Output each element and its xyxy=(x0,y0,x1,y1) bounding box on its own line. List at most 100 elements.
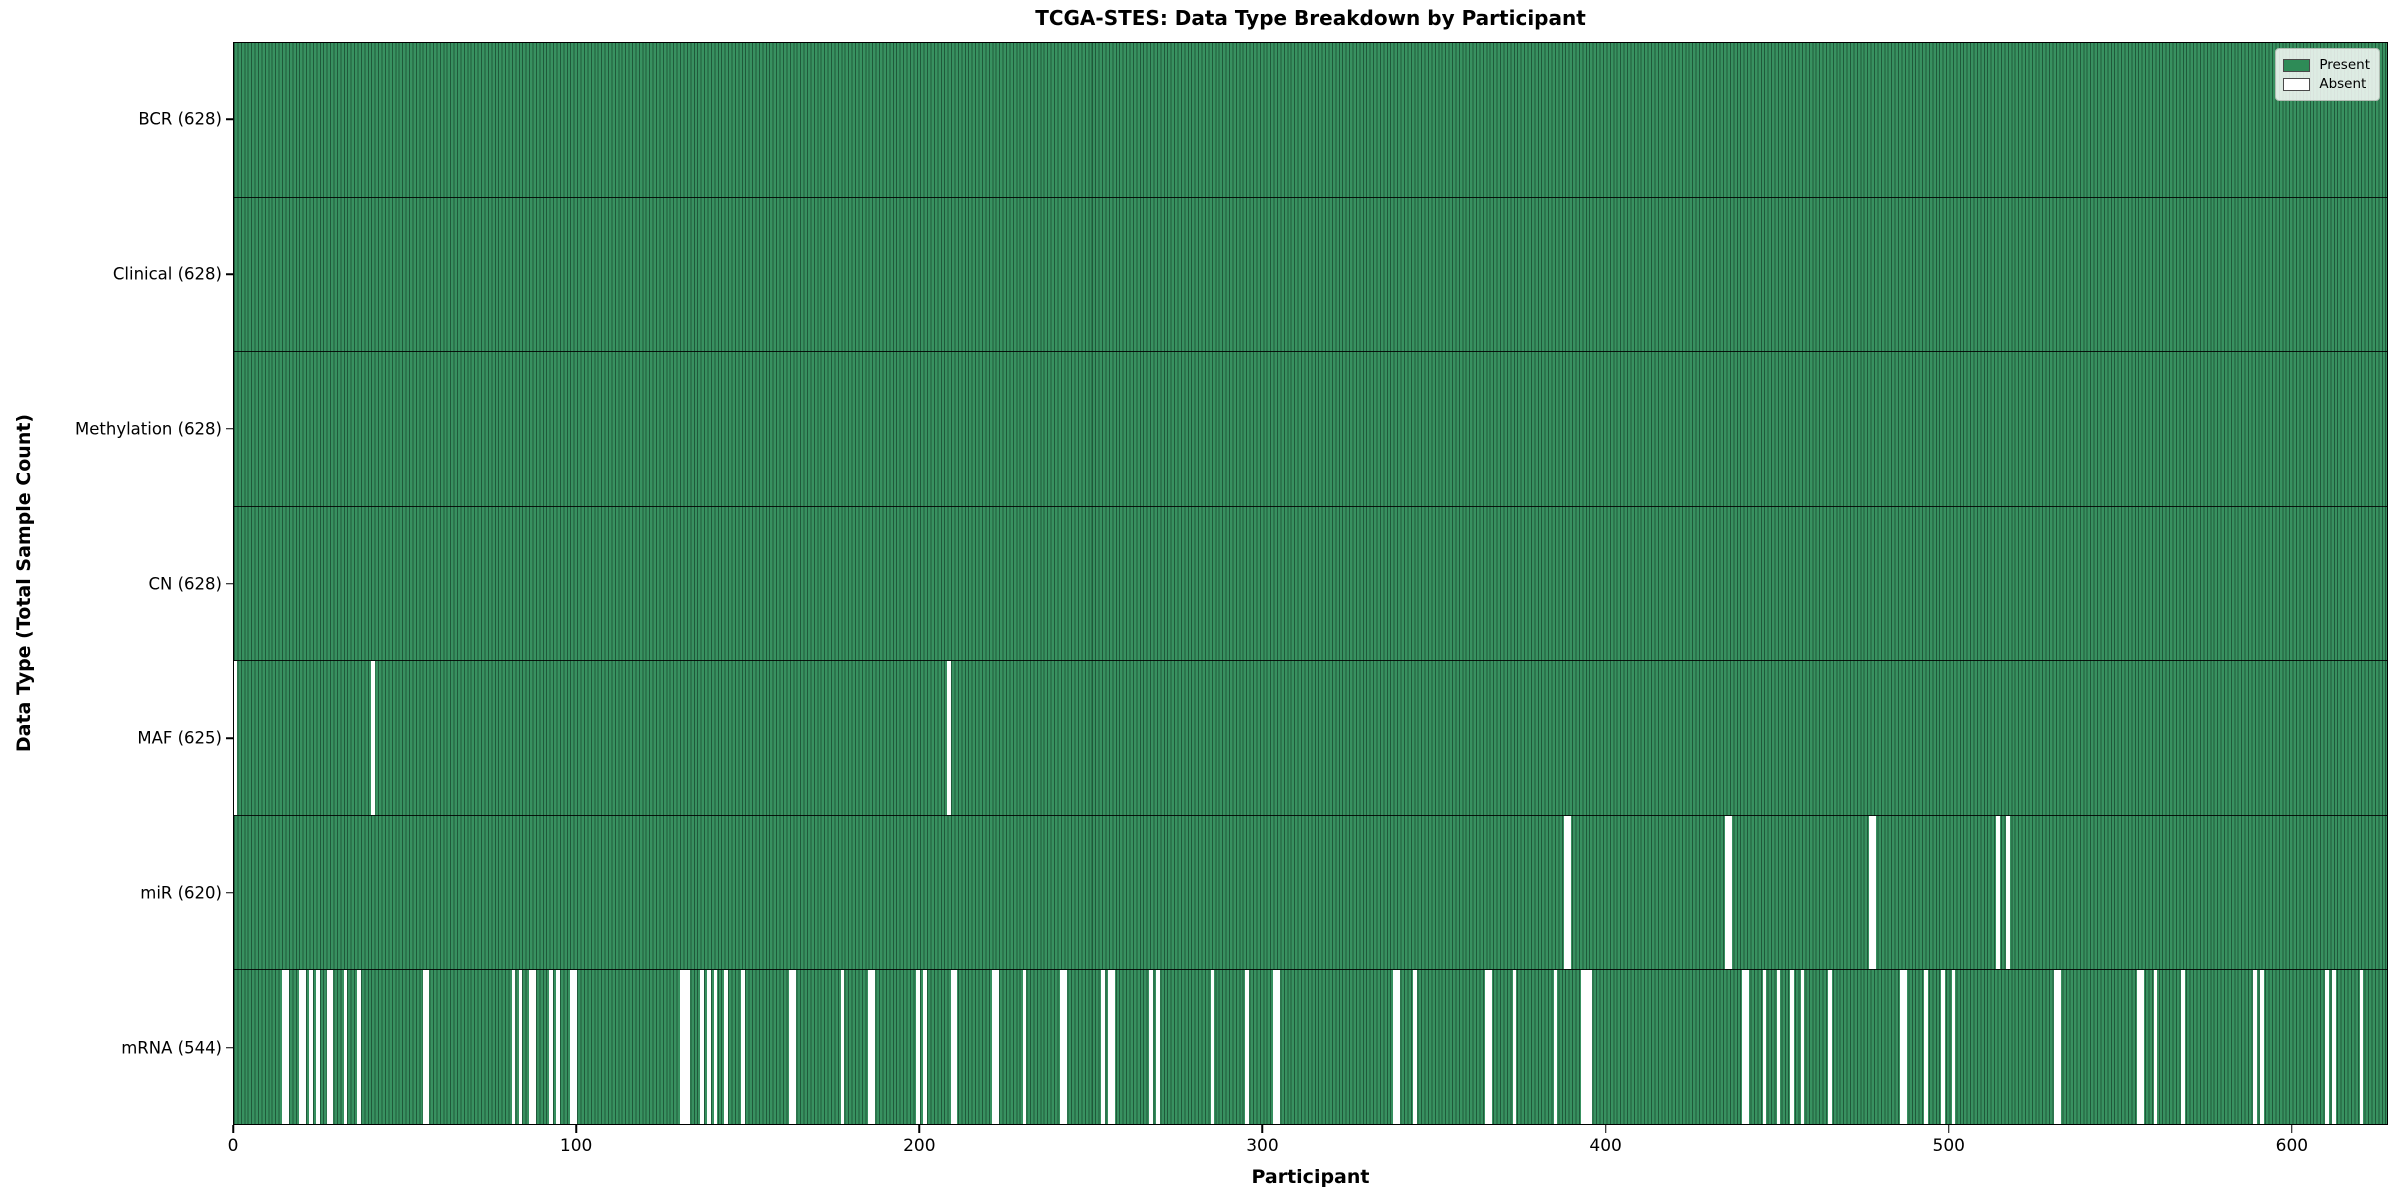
absent-stripe xyxy=(1872,815,1877,970)
x-tick-label: 400 xyxy=(1589,1136,1622,1156)
datatype-row-BCR xyxy=(234,43,2387,198)
absent-stripe xyxy=(1272,970,1277,1125)
absent-stripe xyxy=(2359,970,2363,1125)
absent-stripe xyxy=(1903,970,1908,1125)
y-tick-mark xyxy=(226,582,233,585)
y-tick-mark xyxy=(226,737,233,739)
y-tick-mark xyxy=(226,118,233,121)
absent-stripe xyxy=(1588,970,1592,1125)
absent-stripe xyxy=(549,970,553,1125)
datatype-row-CN xyxy=(234,506,2387,662)
absent-stripe xyxy=(789,970,793,1125)
x-tick-mark xyxy=(575,1125,577,1133)
absent-stripe xyxy=(1996,815,2000,970)
absent-stripe xyxy=(991,970,996,1125)
absent-stripe xyxy=(868,970,872,1125)
absent-stripe xyxy=(2325,970,2329,1125)
absent-stripe xyxy=(686,970,690,1125)
absent-stripe xyxy=(299,970,303,1125)
absent-stripe xyxy=(2057,970,2062,1125)
absent-stripe xyxy=(2181,970,2185,1125)
x-tick-mark xyxy=(2291,1125,2293,1133)
absent-stripe xyxy=(573,970,577,1125)
absent-stripe xyxy=(1156,970,1160,1125)
y-tick-mark xyxy=(226,273,233,275)
absent-stripe xyxy=(1022,970,1026,1125)
x-tick-mark xyxy=(1604,1125,1607,1133)
absent-stripe xyxy=(556,970,560,1125)
datatype-row-Methylation xyxy=(234,352,2387,507)
legend-label: Absent xyxy=(2319,76,2367,92)
absent-stripe xyxy=(1951,970,1956,1125)
x-tick-mark xyxy=(1261,1125,1264,1133)
absent-stripe xyxy=(2260,970,2264,1125)
absent-stripe xyxy=(1276,970,1280,1125)
legend-label: Present xyxy=(2319,57,2370,73)
y-tick-mark xyxy=(226,428,233,430)
absent-stripe xyxy=(792,970,797,1125)
y-tick-mark xyxy=(226,1046,233,1049)
absent-stripe xyxy=(1564,815,1568,970)
absent-stripe xyxy=(1567,815,1572,970)
absent-stripe xyxy=(371,661,375,815)
absent-stripe xyxy=(1584,970,1589,1125)
legend: Present Absent xyxy=(2275,48,2380,101)
x-tick-label: 300 xyxy=(1246,1136,1279,1156)
absent-stripe xyxy=(329,970,334,1125)
absent-stripe xyxy=(724,970,728,1125)
rows-container xyxy=(234,43,2387,1125)
absent-stripe xyxy=(2006,815,2010,970)
absent-stripe xyxy=(309,970,313,1125)
absent-stripe xyxy=(1869,815,1873,970)
y-tick-label: MAF (625) xyxy=(137,728,222,748)
absent-stripe xyxy=(840,970,845,1125)
absent-stripe xyxy=(2054,970,2058,1125)
absent-stripe xyxy=(1245,970,1249,1125)
absent-stripe xyxy=(532,970,536,1125)
y-tick-label: BCR (628) xyxy=(138,109,222,129)
absent-stripe xyxy=(1512,970,1517,1125)
absent-stripe xyxy=(1790,970,1794,1125)
legend-swatch-present xyxy=(2283,58,2311,72)
absent-stripe xyxy=(1111,970,1116,1125)
x-tick-label: 200 xyxy=(903,1136,936,1156)
absent-stripe xyxy=(700,970,704,1125)
absent-stripe xyxy=(953,970,958,1125)
absent-stripe xyxy=(1763,970,1767,1125)
absent-stripe xyxy=(741,970,745,1125)
absent-stripe xyxy=(2153,970,2158,1125)
absent-stripe xyxy=(316,970,320,1125)
legend-item-absent: Absent xyxy=(2283,76,2370,92)
absent-stripe xyxy=(281,970,286,1125)
absent-stripe xyxy=(2253,970,2257,1125)
absent-stripe xyxy=(683,970,687,1125)
x-tick-mark xyxy=(1948,1125,1950,1133)
absent-stripe xyxy=(1581,970,1585,1125)
absent-stripe xyxy=(1553,970,1558,1125)
absent-stripe xyxy=(343,970,348,1125)
y-tick-mark xyxy=(226,892,233,894)
absent-stripe xyxy=(1149,970,1153,1125)
x-tick-label: 500 xyxy=(1932,1136,1965,1156)
absent-stripe xyxy=(1101,970,1105,1125)
absent-stripe xyxy=(518,970,522,1125)
absent-stripe xyxy=(1828,970,1832,1125)
absent-stripe xyxy=(707,970,711,1125)
absent-stripe xyxy=(1060,970,1064,1125)
absent-stripe xyxy=(326,970,330,1125)
absent-stripe xyxy=(1063,970,1068,1125)
absent-stripe xyxy=(1728,815,1733,970)
absent-stripe xyxy=(234,661,238,815)
chart-title: TCGA-STES: Data Type Breakdown by Partic… xyxy=(1035,6,1586,30)
x-tick-label: 600 xyxy=(2275,1136,2309,1156)
absent-stripe xyxy=(357,970,361,1125)
absent-stripe xyxy=(1800,970,1805,1125)
absent-stripe xyxy=(679,970,684,1125)
absent-stripe xyxy=(285,970,289,1125)
legend-item-present: Present xyxy=(2283,57,2370,73)
absent-stripe xyxy=(916,970,920,1125)
y-tick-label: mRNA (544) xyxy=(121,1038,222,1058)
x-tick-label: 100 xyxy=(559,1136,593,1156)
absent-stripe xyxy=(947,661,951,815)
x-tick-mark xyxy=(232,1125,234,1133)
